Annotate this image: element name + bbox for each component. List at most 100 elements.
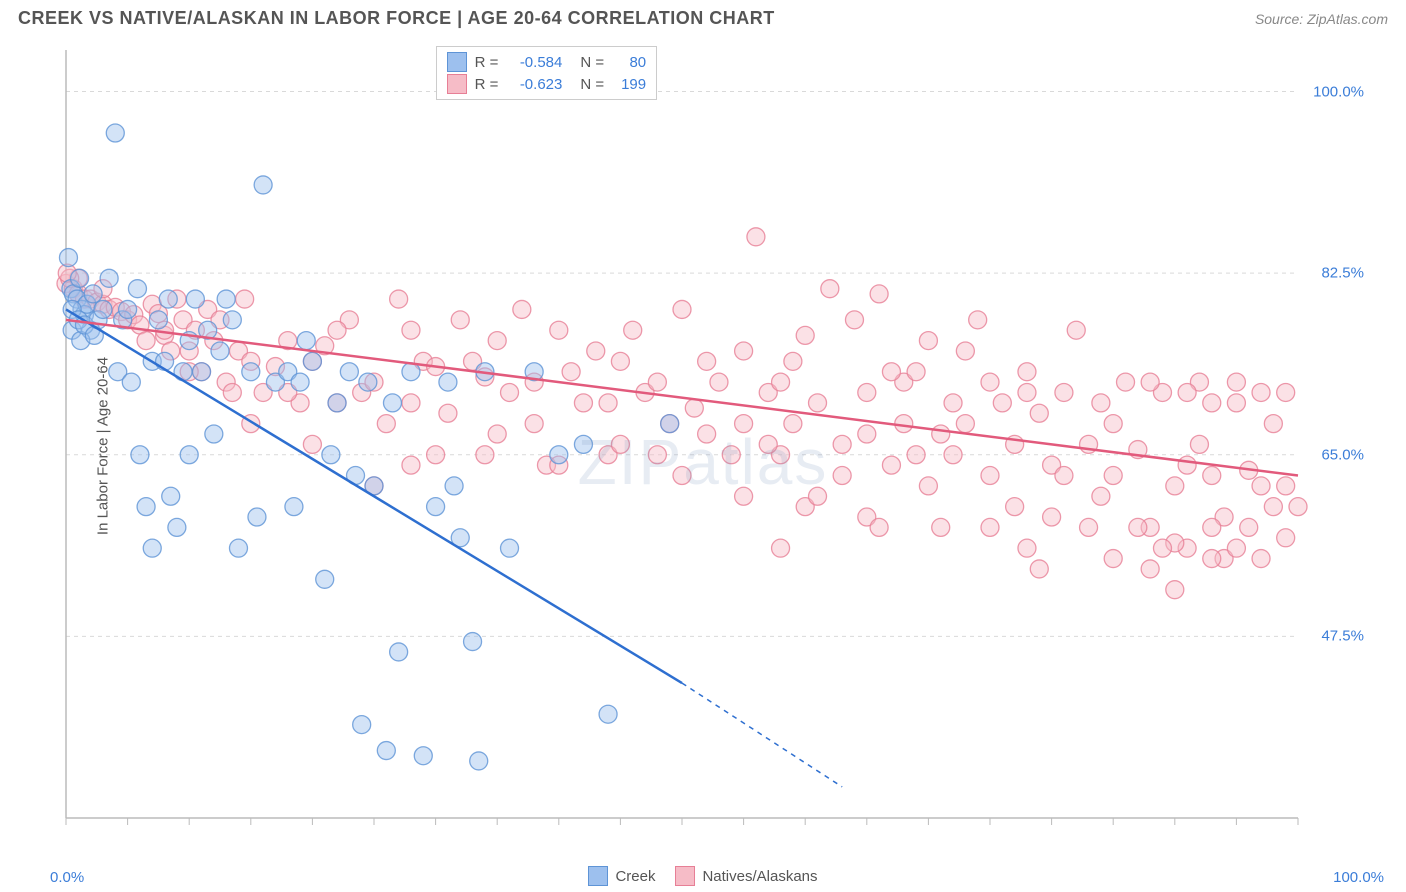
data-point — [1092, 394, 1110, 412]
scatter-plot — [18, 40, 1388, 852]
data-point — [833, 435, 851, 453]
data-point — [94, 300, 112, 318]
data-point — [735, 487, 753, 505]
data-point — [353, 716, 371, 734]
data-point — [747, 228, 765, 246]
data-point — [149, 311, 167, 329]
data-point — [1227, 394, 1245, 412]
data-point — [1203, 550, 1221, 568]
data-point — [1030, 404, 1048, 422]
data-point — [162, 487, 180, 505]
data-point — [698, 352, 716, 370]
data-point — [882, 456, 900, 474]
data-point — [445, 477, 463, 495]
data-point — [673, 467, 691, 485]
data-point — [59, 249, 77, 267]
data-point — [624, 321, 642, 339]
data-point — [106, 124, 124, 142]
data-point — [833, 467, 851, 485]
data-point — [1018, 363, 1036, 381]
data-point — [71, 269, 89, 287]
data-point — [1240, 518, 1258, 536]
data-point — [488, 332, 506, 350]
chart-area: In Labor Force | Age 20-64 ZIPatlas R =-… — [18, 40, 1388, 852]
data-point — [1104, 467, 1122, 485]
n-value: 199 — [612, 76, 646, 93]
data-point — [870, 518, 888, 536]
data-point — [1166, 477, 1184, 495]
data-point — [809, 394, 827, 412]
data-point — [143, 539, 161, 557]
data-point — [1018, 539, 1036, 557]
data-point — [550, 321, 568, 339]
data-point — [1055, 467, 1073, 485]
correlation-row: R =-0.584N =80 — [447, 51, 647, 73]
data-point — [907, 446, 925, 464]
data-point — [1129, 518, 1147, 536]
data-point — [1030, 560, 1048, 578]
data-point — [858, 425, 876, 443]
data-point — [550, 446, 568, 464]
data-point — [932, 425, 950, 443]
data-point — [562, 363, 580, 381]
data-point — [735, 415, 753, 433]
legend-swatch — [675, 866, 695, 886]
data-point — [845, 311, 863, 329]
data-point — [919, 477, 937, 495]
data-point — [390, 643, 408, 661]
y-tick-label: 82.5% — [1321, 265, 1364, 282]
data-point — [1153, 539, 1171, 557]
data-point — [1178, 383, 1196, 401]
data-point — [229, 539, 247, 557]
data-point — [156, 352, 174, 370]
data-point — [131, 446, 149, 464]
data-point — [932, 518, 950, 536]
trend-line — [66, 320, 1298, 476]
y-axis-label: In Labor Force | Age 20-64 — [95, 357, 112, 535]
data-point — [137, 498, 155, 516]
data-point — [513, 300, 531, 318]
data-point — [390, 290, 408, 308]
legend-item: Natives/Alaskans — [675, 866, 817, 886]
data-point — [128, 280, 146, 298]
data-point — [223, 311, 241, 329]
data-point — [180, 446, 198, 464]
data-point — [1166, 581, 1184, 599]
data-point — [735, 342, 753, 360]
y-tick-label: 100.0% — [1313, 83, 1364, 100]
data-point — [236, 290, 254, 308]
data-point — [217, 290, 235, 308]
data-point — [402, 394, 420, 412]
data-point — [1043, 508, 1061, 526]
data-point — [501, 383, 519, 401]
data-point — [470, 752, 488, 770]
data-point — [186, 290, 204, 308]
legend-label: Creek — [615, 868, 655, 885]
r-value: -0.623 — [506, 76, 562, 93]
data-point — [377, 742, 395, 760]
r-value: -0.584 — [506, 54, 562, 71]
data-point — [291, 373, 309, 391]
data-point — [297, 332, 315, 350]
data-point — [1067, 321, 1085, 339]
data-point — [193, 363, 211, 381]
data-point — [137, 332, 155, 350]
data-point — [427, 446, 445, 464]
chart-title: CREEK VS NATIVE/ALASKAN IN LABOR FORCE |… — [18, 8, 775, 29]
data-point — [1104, 550, 1122, 568]
data-point — [1227, 373, 1245, 391]
data-point — [122, 373, 140, 391]
data-point — [377, 415, 395, 433]
data-point — [159, 290, 177, 308]
data-point — [242, 363, 260, 381]
legend-label: Natives/Alaskans — [702, 868, 817, 885]
data-point — [882, 363, 900, 381]
data-point — [119, 300, 137, 318]
data-point — [993, 394, 1011, 412]
data-point — [599, 394, 617, 412]
data-point — [919, 332, 937, 350]
data-point — [907, 363, 925, 381]
data-point — [451, 311, 469, 329]
data-point — [956, 415, 974, 433]
data-point — [1264, 498, 1282, 516]
